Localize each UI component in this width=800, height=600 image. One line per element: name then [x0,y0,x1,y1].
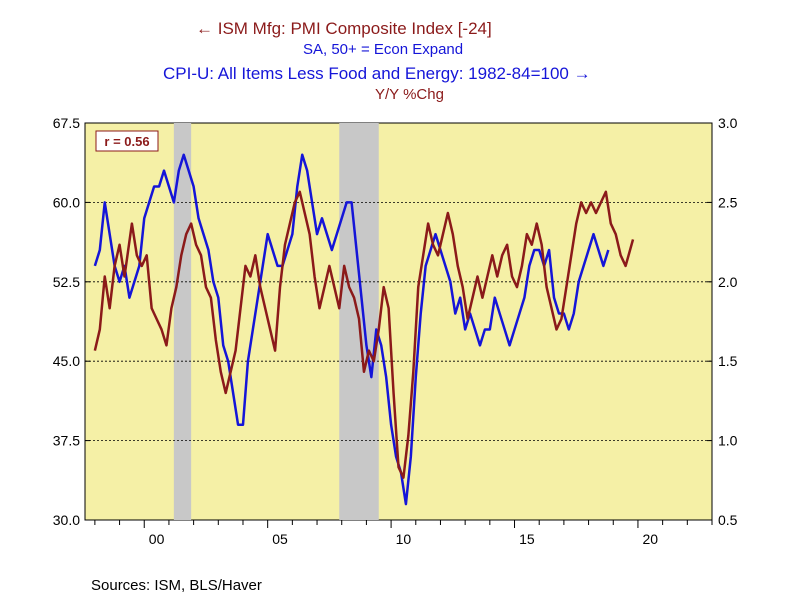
legend-series1-sub: SA, 50+ = Econ Expand [303,41,464,58]
left-tick-label: 60.0 [53,194,80,210]
axes: 67.5 60.0 52.5 45.0 37.5 30.0 3.0 2.5 2.0 1.5 1.0 0… [53,115,738,547]
source-note: Sources: ISM, BLS/Haver [91,577,262,594]
x-tick-label: 10 [396,531,412,547]
correlation-box [95,130,159,152]
right-tick-label: 2.5 [718,194,738,210]
x-tick-label: 05 [272,531,288,547]
left-tick-label: 52.5 [53,274,80,290]
left-tick-label: 30.0 [53,512,80,528]
legend-series2: CPI-U: All Items Less Food and Energy: 1… [163,64,591,84]
right-tick-label: 0.5 [718,512,738,528]
right-tick-label: 1.5 [718,353,738,369]
legend-series2-sub: Y/Y %Chg [375,86,444,103]
series-line-ism [93,190,635,479]
right-tick-label: 2.0 [718,274,738,290]
legend-series1-label: ISM Mfg: PMI Composite Index [-24] [217,19,492,38]
left-tick-label: 37.5 [53,433,80,449]
arrow-left-icon: ← [196,19,213,38]
series-line-cpi [93,153,610,506]
legend-series1: ← ISM Mfg: PMI Composite Index [-24] [196,19,492,39]
right-tick-label: 3.0 [718,115,738,131]
correlation-label: r = 0.56 [104,134,149,149]
arrow-right-icon: → [573,64,591,83]
grid [85,201,712,442]
left-tick-label: 45.0 [53,353,80,369]
left-tick-label: 67.5 [53,115,80,131]
series [93,153,635,506]
x-tick-label: 00 [149,531,165,547]
x-tick-label: 15 [519,531,535,547]
legend-series2-label: CPI-U: All Items Less Food and Energy: 1… [163,64,569,83]
recession-band [173,123,192,520]
right-tick-label: 1.0 [718,433,738,449]
x-tick-label: 20 [642,531,658,547]
